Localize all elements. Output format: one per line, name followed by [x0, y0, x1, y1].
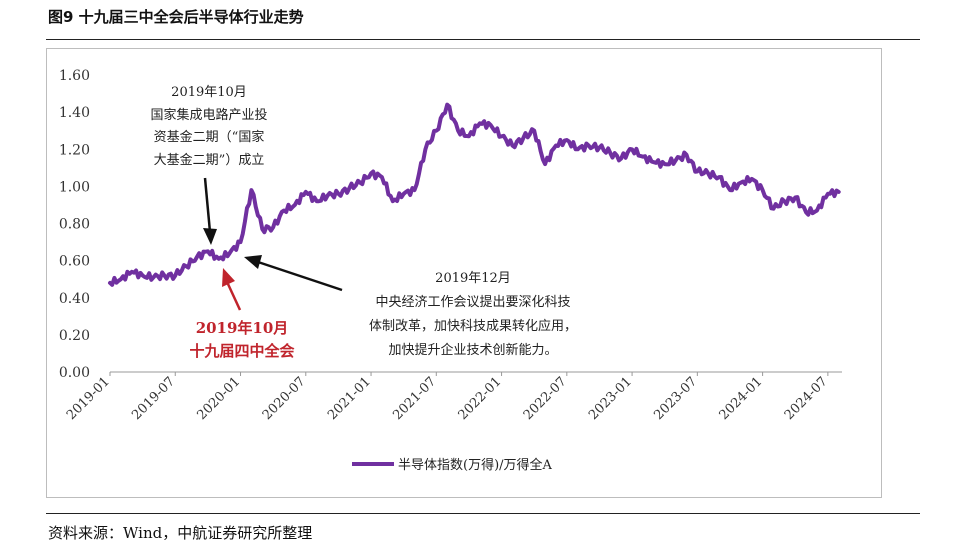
annotation-econ-line-3: 体制改革，加快科技成果转化应用， [369, 318, 577, 334]
arrowhead-fourth-plenum [222, 268, 235, 287]
annotation-fourth-plenum: 2019年10月 十九届四中全会 [189, 319, 294, 360]
y-tick-label: 1.60 [59, 68, 90, 84]
bottom-rule [46, 513, 920, 514]
arrow-big-fund [203, 177, 212, 233]
x-tick-label: 2019-01 [64, 374, 113, 423]
x-tick-label: 2019-07 [129, 374, 178, 423]
y-tick-label: 0.80 [59, 217, 90, 233]
annotation-big-fund-line-1: 2019年10月 [171, 85, 247, 100]
arrowhead-big-fund [203, 228, 217, 245]
y-tick-label: 1.20 [59, 142, 90, 158]
x-tick-label: 2020-07 [260, 374, 309, 423]
annotation-econ-line-4: 加快提升企业技术创新能力。 [388, 342, 557, 358]
annotation-big-fund-line-3: 资基金二期（“国家 [154, 129, 265, 145]
legend: 半导体指数(万得)/万得全A [352, 457, 553, 473]
y-tick-label: 0.00 [59, 365, 90, 381]
y-tick-label: 1.40 [59, 105, 90, 121]
annotation-econ-line-1: 2019年12月 [435, 271, 511, 286]
legend-label-semiconductor: 半导体指数(万得)/万得全A [398, 457, 553, 473]
annotation-big-fund-2: 2019年10月 国家集成电路产业投 资基金二期（“国家 大基金二期”）成立 [150, 85, 267, 168]
annotation-plenum-line-1: 2019年10月 [196, 319, 289, 337]
y-tick-label: 0.60 [59, 254, 90, 270]
x-tick-label: 2024-07 [782, 374, 831, 423]
arrow-fourth-plenum [226, 283, 242, 311]
series-line-semiconductor [108, 102, 841, 287]
x-tick-label: 2022-07 [521, 374, 570, 423]
source-note: 资料来源：Wind，中航证券研究所整理 [48, 524, 313, 542]
annotation-economic-work-conference: 2019年12月 中央经济工作会议提出要深化科技 体制改革，加快科技成果转化应用… [369, 271, 577, 358]
x-axis-ticks: 2019-01 2019-07 2020-01 2020-07 2021-01 2021-… [64, 372, 831, 423]
top-rule [46, 39, 920, 40]
x-tick-label: 2021-01 [325, 374, 374, 423]
annotation-arrows [203, 177, 343, 311]
annotation-plenum-line-2: 十九届四中全会 [189, 342, 294, 360]
x-tick-label: 2023-07 [651, 374, 700, 423]
annotation-big-fund-line-2: 国家集成电路产业投 [150, 107, 267, 123]
chart-frame [46, 48, 882, 498]
annotation-big-fund-line-4: 大基金二期”）成立 [154, 152, 265, 168]
x-tick-label: 2020-01 [195, 374, 244, 423]
y-tick-label: 0.20 [59, 328, 90, 344]
arrowhead-econ-conference [244, 255, 262, 269]
x-tick-label: 2023-01 [586, 374, 635, 423]
arrow-econ-conference [257, 260, 343, 292]
x-tick-label: 2022-01 [456, 374, 505, 423]
y-tick-label: 0.40 [59, 291, 90, 307]
y-tick-label: 1.00 [59, 179, 90, 195]
y-axis-ticks: 1.60 1.40 1.20 1.00 0.80 0.60 0.40 0.20 0.00 [59, 68, 90, 381]
figure-title: 图9 十九届三中全会后半导体行业走势 [48, 8, 304, 26]
x-tick-label: 2024-01 [717, 374, 766, 423]
x-tick-label: 2021-07 [390, 374, 439, 423]
annotation-econ-line-2: 中央经济工作会议提出要深化科技 [375, 294, 570, 310]
